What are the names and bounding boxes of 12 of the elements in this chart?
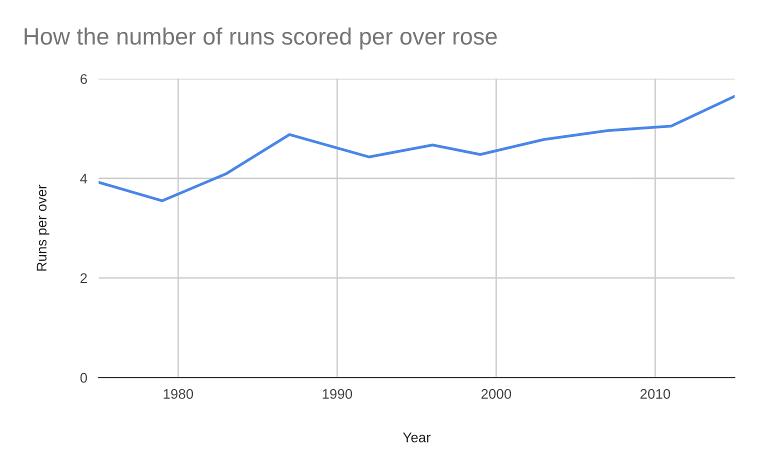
chart-title: How the number of runs scored per over rose bbox=[24, 27, 497, 50]
x-axis-title: Year bbox=[402, 432, 430, 442]
y-tick-label: 0 bbox=[80, 372, 88, 383]
line-series bbox=[98, 94, 735, 202]
x-tick-label: 2010 bbox=[640, 389, 670, 399]
x-tick-label: 2000 bbox=[481, 389, 512, 399]
y-tick-label: 6 bbox=[80, 74, 87, 84]
x-tick-label: 1990 bbox=[322, 389, 352, 399]
y-tick-label: 2 bbox=[80, 273, 87, 283]
y-axis-title: Runs per over bbox=[36, 184, 50, 271]
y-tick-label: 4 bbox=[80, 174, 88, 184]
x-tick-label: 1980 bbox=[164, 389, 194, 399]
